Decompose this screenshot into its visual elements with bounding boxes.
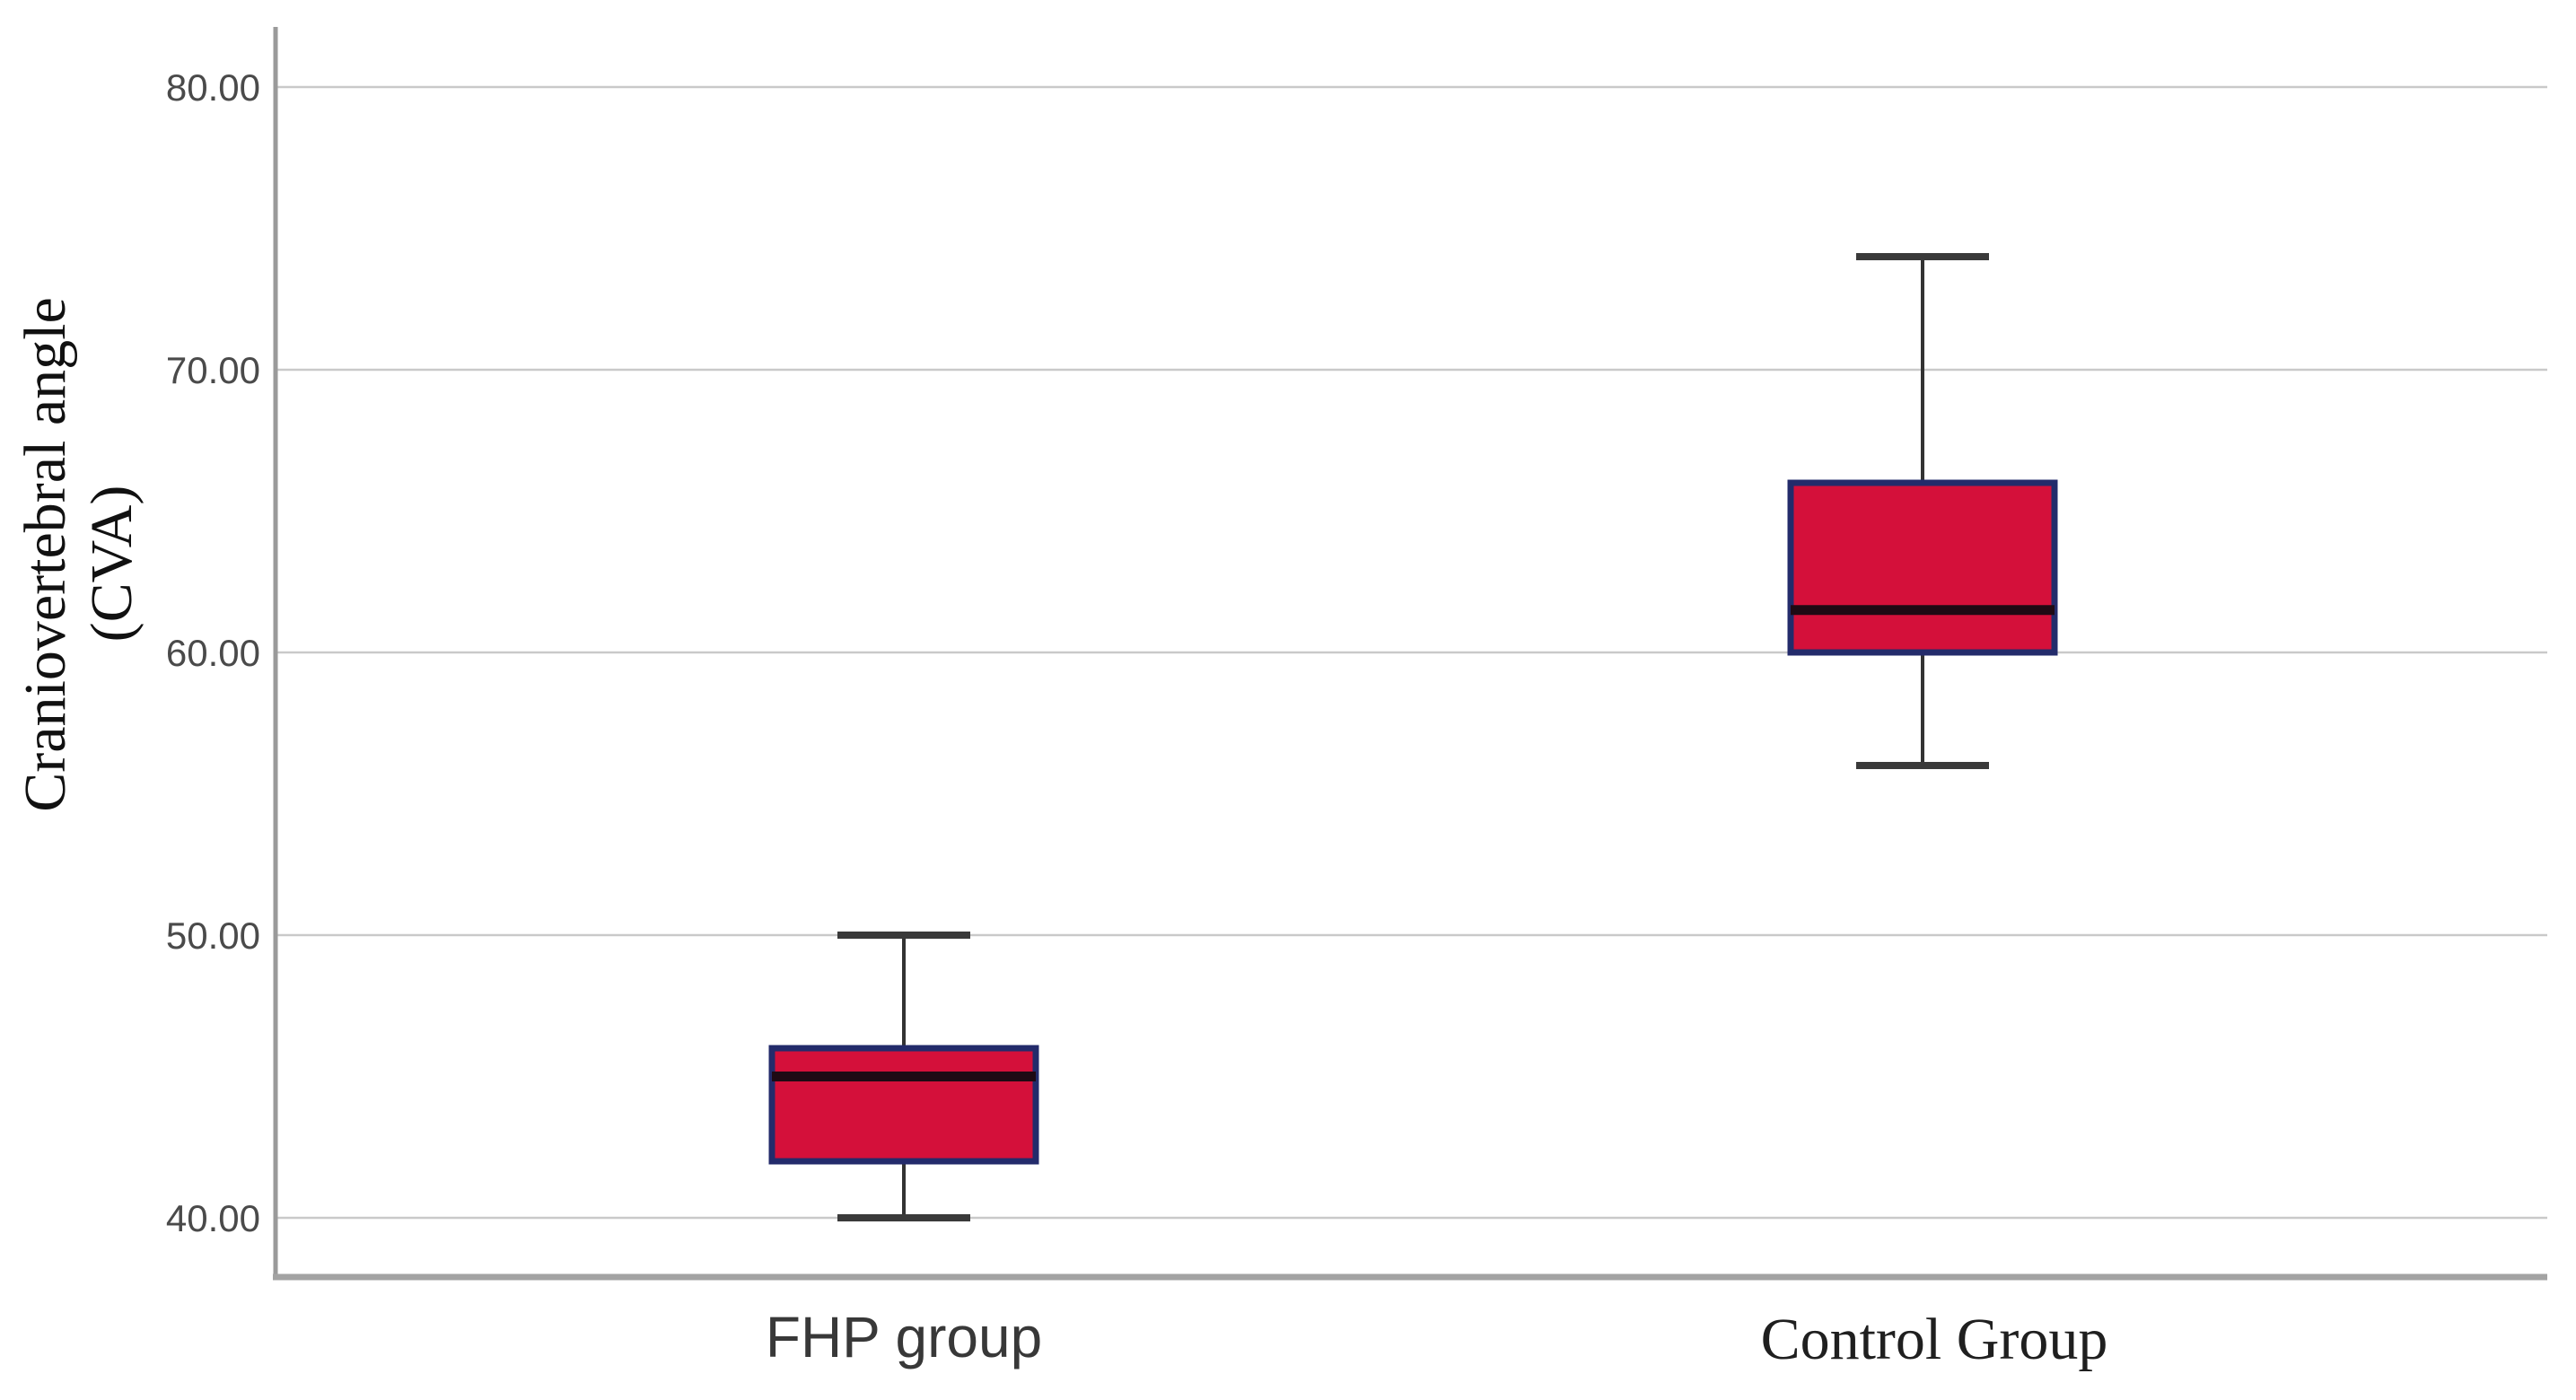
y-axis-title-line1: Craniovertebral angle — [13, 297, 78, 812]
box-rect — [1787, 479, 2058, 656]
x-category-label-fhp-group: FHP group — [766, 1305, 1042, 1369]
box-rect — [768, 1045, 1039, 1165]
y-tick-label-40: 40.00 — [166, 1197, 260, 1239]
boxplots-layer — [768, 253, 2058, 1221]
y-tick-label-50: 50.00 — [166, 914, 260, 957]
y-axis-title-line2: (CVA) — [79, 486, 145, 643]
y-tick-labels-layer: 80.00 70.00 60.00 50.00 40.00 — [166, 66, 260, 1239]
y-tick-label-70: 70.00 — [166, 349, 260, 391]
x-category-label-control-group: Control Group — [1761, 1307, 2108, 1372]
gridlines-layer — [276, 85, 2547, 1220]
boxplot-control-group — [1787, 253, 2058, 769]
y-tick-label-60: 60.00 — [166, 632, 260, 674]
y-tick-label-80: 80.00 — [166, 66, 260, 109]
axes-layer — [273, 27, 2547, 1281]
boxplot-fhp-group — [768, 932, 1039, 1221]
